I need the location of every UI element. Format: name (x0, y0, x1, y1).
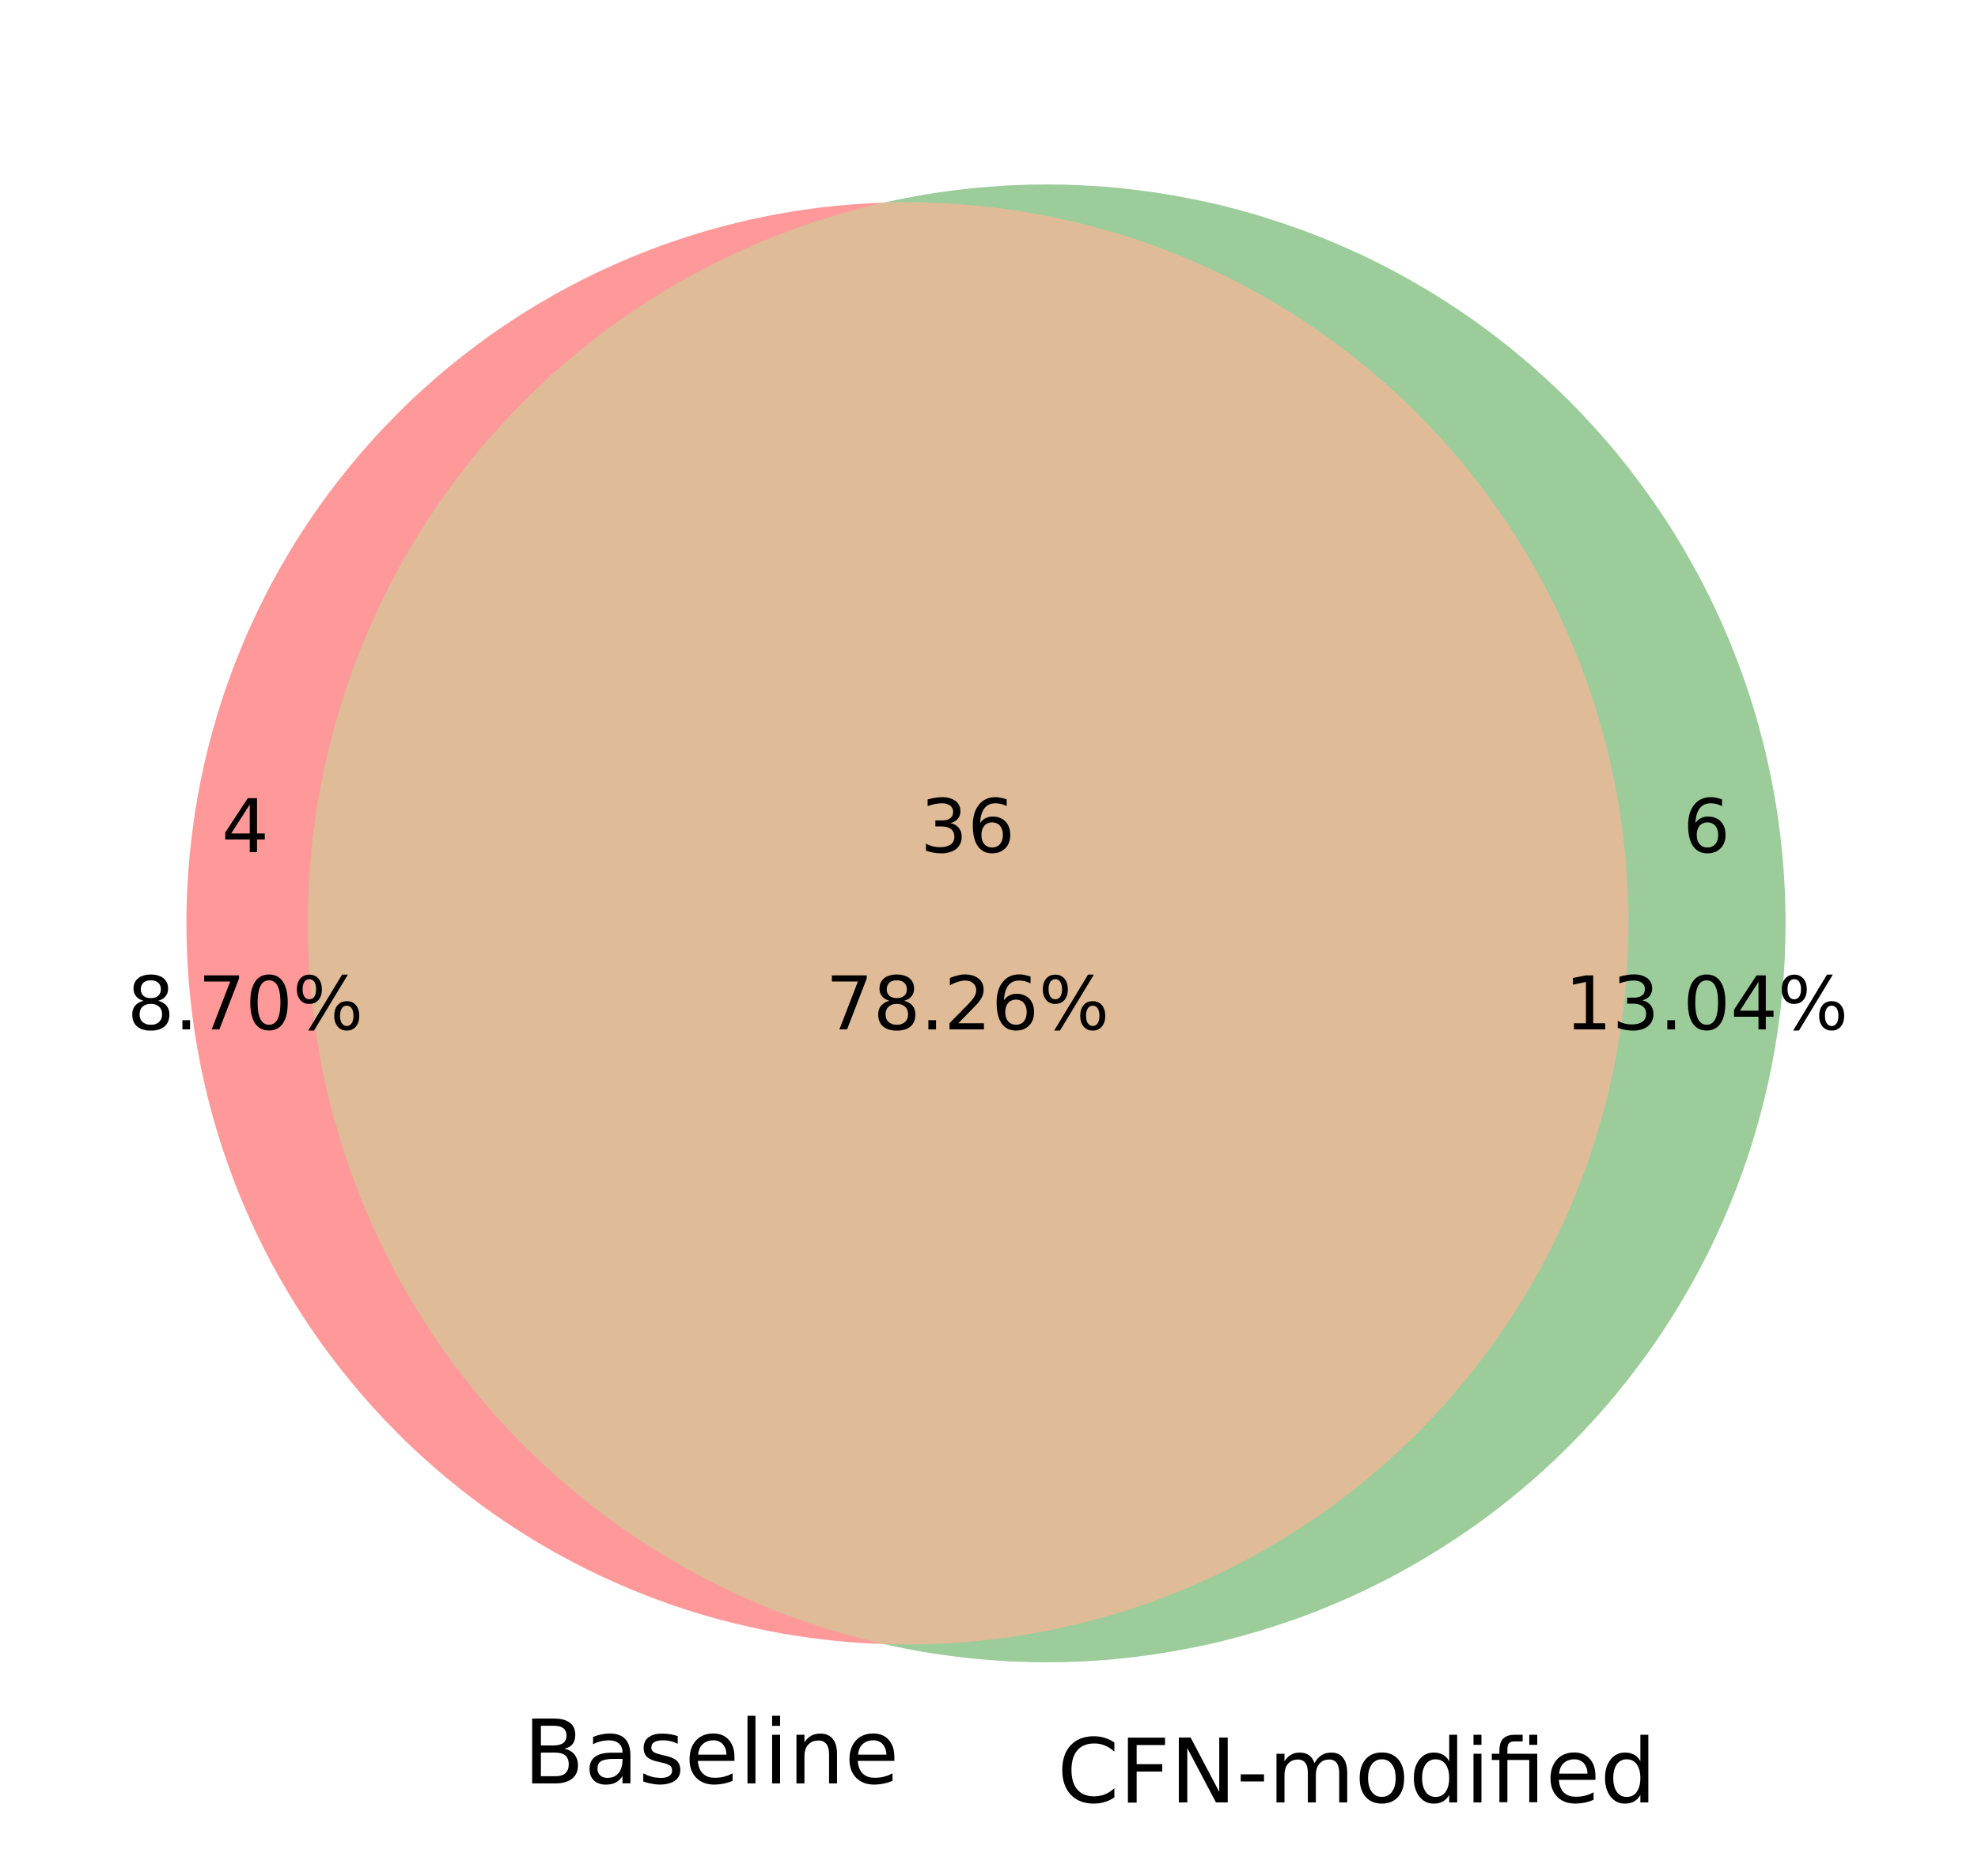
count-label: 6 (1683, 784, 1730, 870)
overlap-region (308, 202, 1629, 1645)
set-label: Baseline (524, 1702, 900, 1805)
venn-shapes (186, 184, 1786, 1662)
percent-label: 8.70% (127, 961, 364, 1048)
set-label: CFN-modified (1057, 1721, 1656, 1824)
venn-labels: 4 8.70% 36 78.26% 6 13.04% Baseline CFN-modifie… (127, 784, 1849, 1824)
count-label: 36 (920, 784, 1015, 870)
percent-label: 13.04% (1565, 961, 1848, 1048)
count-label: 4 (222, 784, 269, 870)
percent-label: 78.26% (826, 961, 1109, 1048)
